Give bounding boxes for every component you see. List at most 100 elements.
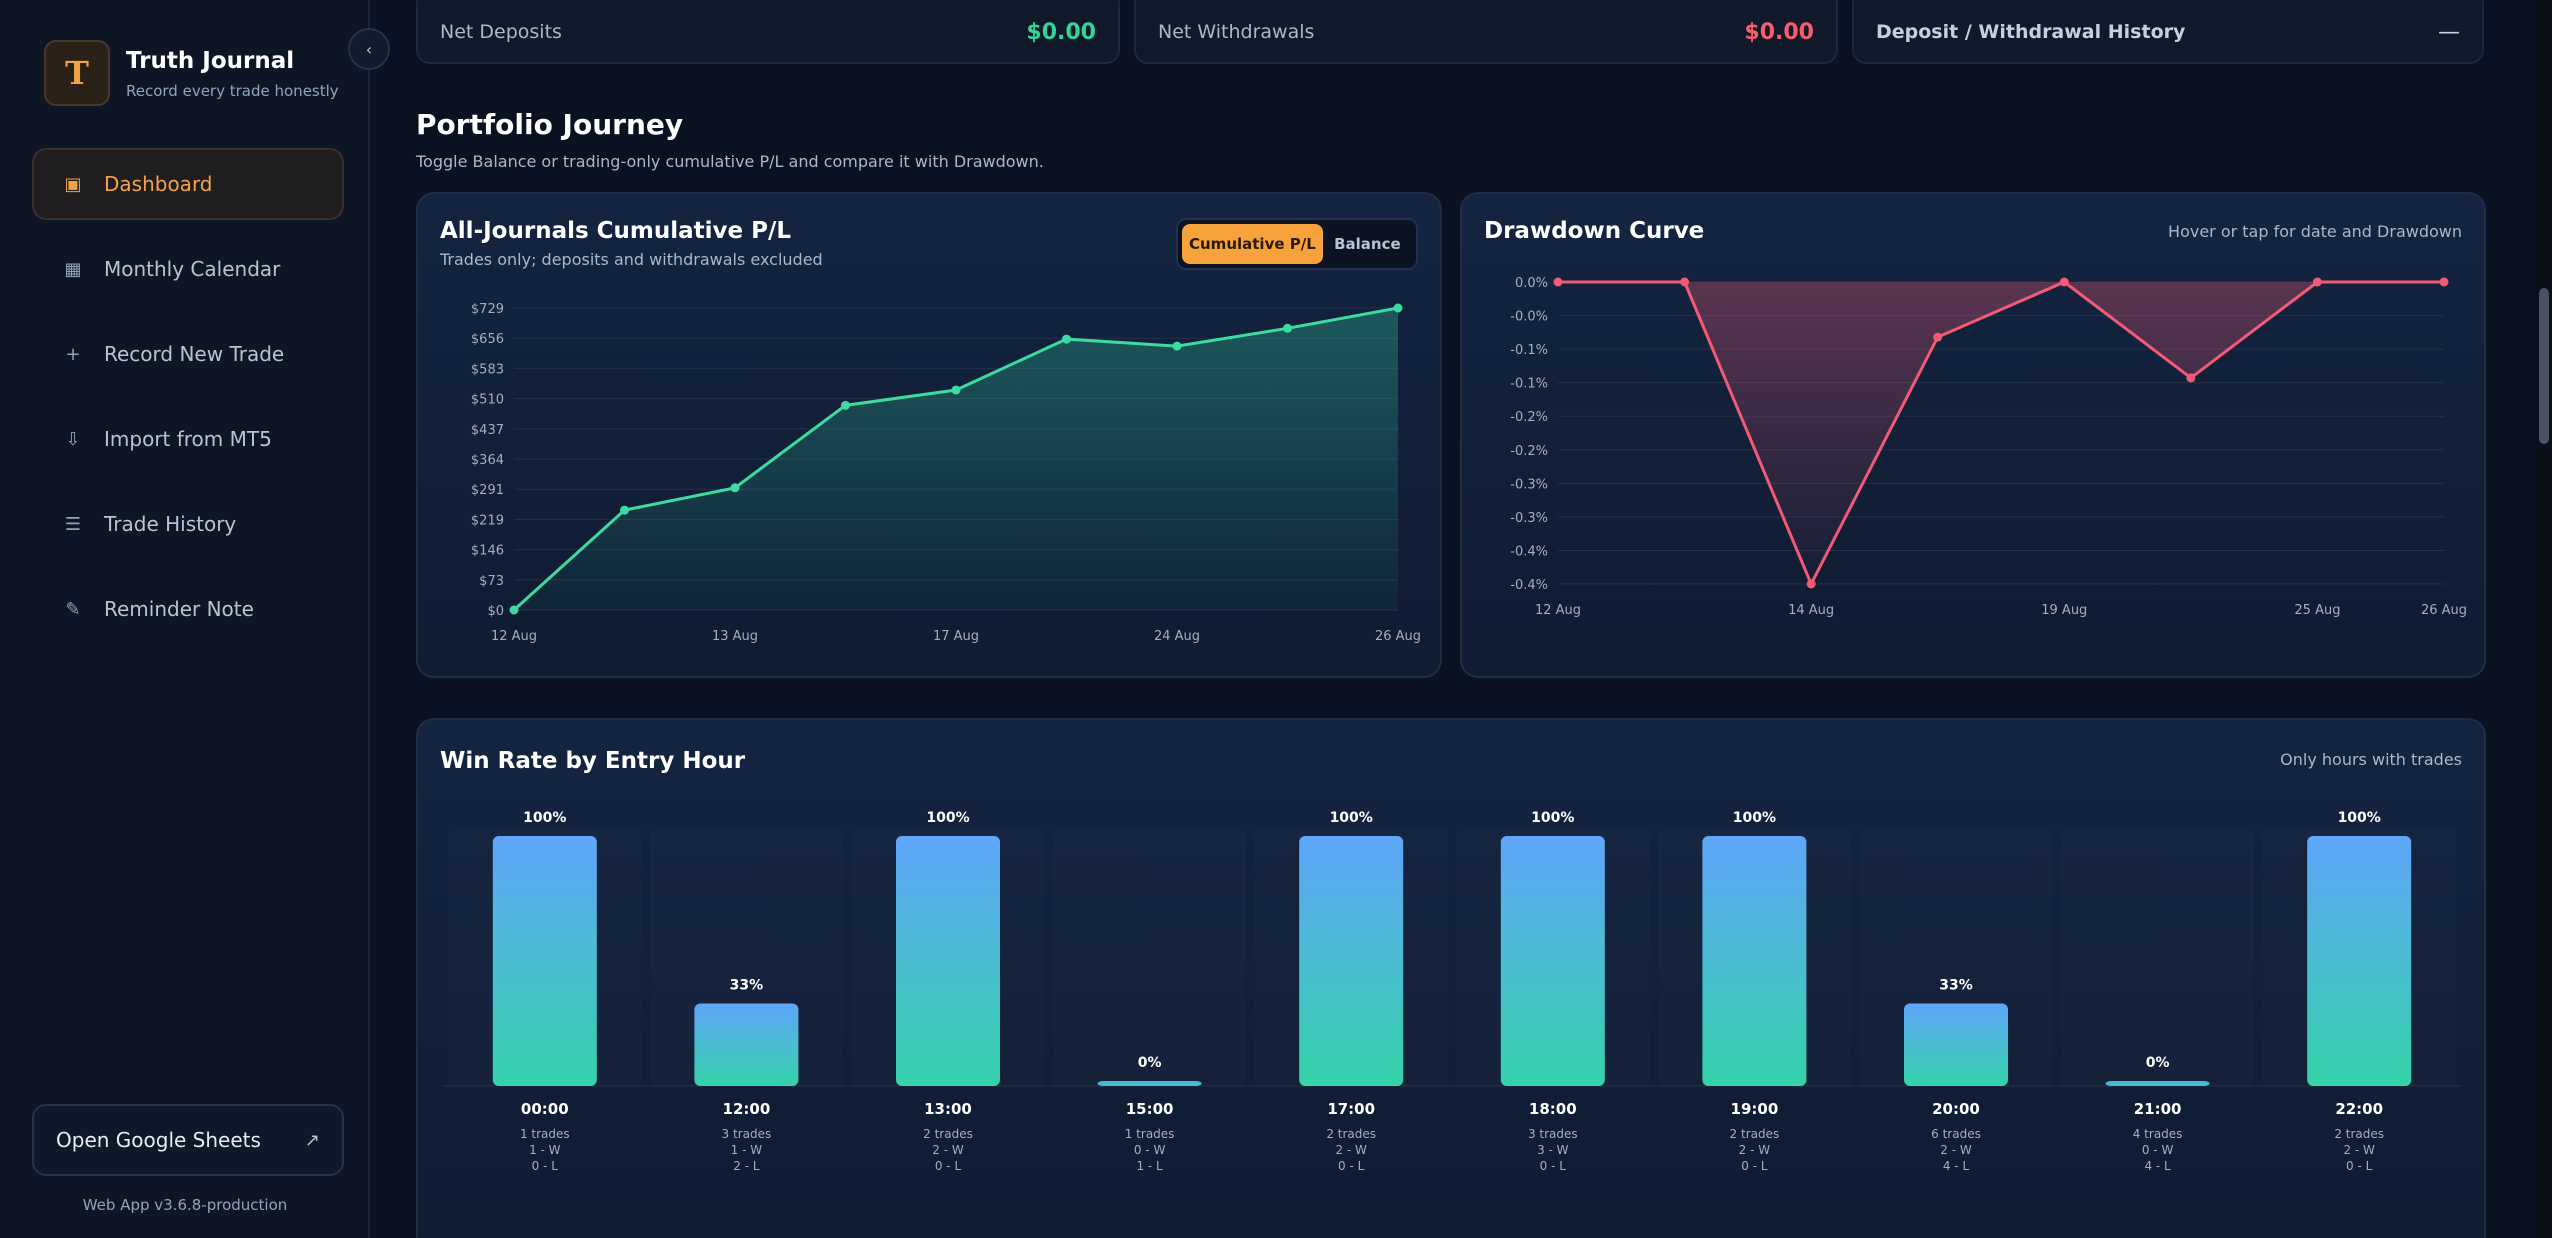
panel-subtitle: Trades only; deposits and withdrawals ex… <box>440 250 823 269</box>
sidebar-item-label: Import from MT5 <box>104 427 272 451</box>
wins-label: 2 - W <box>932 1143 964 1157</box>
y-tick-label: $146 <box>471 544 504 559</box>
data-point <box>2312 277 2322 287</box>
sidebar-item-label: Trade History <box>104 512 237 536</box>
sidebar-item-dashboard[interactable]: ▣ Dashboard <box>32 148 344 220</box>
bar <box>1904 1003 2008 1086</box>
panel-title: Win Rate by Entry Hour <box>440 748 746 774</box>
x-tick-label: 14 Aug <box>1788 603 1834 618</box>
data-point <box>1172 341 1182 351</box>
category-label: 21:00 <box>2134 1100 2182 1118</box>
bar <box>1500 836 1605 1086</box>
data-point <box>2186 373 2196 383</box>
win-rate-chart[interactable]: 100% 00:00 1 trades 1 - W 0 - L 33% 12:00 3 tra… <box>418 720 2488 1238</box>
section-subtitle: Toggle Balance or trading-only cumulativ… <box>416 152 1044 171</box>
y-tick-label: $364 <box>471 453 504 468</box>
sidebar-item-label: Dashboard <box>104 172 213 196</box>
win-rate-panel: Win Rate by Entry Hour Only hours with t… <box>416 718 2486 1238</box>
bar <box>2307 836 2412 1086</box>
losses-label: 1 - L <box>1136 1159 1163 1173</box>
trade-count-label: 2 trades <box>923 1127 973 1141</box>
deposit-history-card[interactable]: Deposit / Withdrawal History — <box>1852 0 2484 64</box>
collapse-sidebar-button[interactable]: ‹ <box>348 28 390 70</box>
y-tick-label: $656 <box>471 332 504 347</box>
category-label: 18:00 <box>1529 1100 1577 1118</box>
trade-count-label: 2 trades <box>1730 1127 1780 1141</box>
sidebar-item-trade-history[interactable]: ☰ Trade History <box>32 488 344 560</box>
wins-label: 2 - W <box>2343 1143 2375 1157</box>
net-deposits-card: Net Deposits $0.00 <box>416 0 1120 64</box>
trade-count-label: 2 trades <box>2334 1127 2384 1141</box>
y-tick-label: $219 <box>471 513 504 528</box>
data-point <box>730 483 740 493</box>
wins-label: 1 - W <box>529 1143 561 1157</box>
net-deposits-value: $0.00 <box>1026 19 1096 45</box>
brand-logo: T <box>44 40 110 106</box>
bar <box>1299 836 1404 1086</box>
balance-toggle[interactable]: Balance <box>1334 235 1401 253</box>
scrollbar-thumb[interactable] <box>2539 288 2549 444</box>
main-content: Net Deposits $0.00 Net Withdrawals $0.00… <box>370 0 2536 1238</box>
x-tick-label: 12 Aug <box>1535 603 1581 618</box>
sidebar-nav: ▣ Dashboard ▦ Monthly Calendar + Record … <box>32 148 344 658</box>
data-point <box>2439 277 2449 287</box>
y-tick-label: -0.1% <box>1510 377 1548 392</box>
wins-label: 2 - W <box>1940 1143 1972 1157</box>
cumulative-pl-chart[interactable]: $0 $73 $146 $219 $291 $364 $437 $510 $583 $656 $72… <box>418 194 1444 680</box>
y-tick-label: 0.0% <box>1515 276 1548 291</box>
calendar-grid-icon: ▦ <box>64 258 82 280</box>
data-point <box>509 605 519 615</box>
data-point <box>1680 277 1690 287</box>
category-label: 20:00 <box>1932 1100 1980 1118</box>
y-tick-label: $73 <box>479 574 504 589</box>
scrollbar-track[interactable] <box>2536 0 2552 1238</box>
bar-value-label: 33% <box>1939 978 1973 994</box>
sidebar-item-import-mt5[interactable]: ⇩ Import from MT5 <box>32 403 344 475</box>
pl-mode-toggle: Cumulative P/L Balance <box>1176 218 1418 270</box>
category-label: 17:00 <box>1327 1100 1375 1118</box>
sidebar-item-label: Reminder Note <box>104 597 254 621</box>
y-tick-label: -0.2% <box>1510 410 1548 425</box>
series-area <box>514 308 1398 610</box>
open-google-sheets-label: Open Google Sheets <box>56 1128 261 1152</box>
y-tick-label: -0.2% <box>1510 444 1548 459</box>
category-label: 12:00 <box>723 1100 771 1118</box>
panel-title: Drawdown Curve <box>1484 218 1705 244</box>
open-google-sheets-button[interactable]: Open Google Sheets ↗ <box>32 1104 344 1176</box>
external-link-icon: ↗ <box>304 1129 320 1151</box>
brand: T Truth Journal Record every trade hones… <box>44 40 344 106</box>
app-version: Web App v3.6.8-production <box>82 1196 288 1214</box>
drawdown-chart[interactable]: 0.0% -0.0% -0.1% -0.1% -0.2% -0.2% -0.3% -0.3% -… <box>1462 194 2488 680</box>
losses-label: 4 - L <box>2144 1159 2171 1173</box>
category-label: 00:00 <box>521 1100 569 1118</box>
collapse-toggle-icon[interactable]: — <box>2438 19 2460 45</box>
bar <box>896 836 1000 1086</box>
bar-value-label: 100% <box>523 810 566 826</box>
losses-label: 0 - L <box>1338 1159 1365 1173</box>
panel-title: All-Journals Cumulative P/L <box>440 218 792 244</box>
trade-count-label: 1 trades <box>1125 1127 1175 1141</box>
y-tick-label: $0 <box>487 604 504 619</box>
data-point <box>1806 579 1816 589</box>
data-point <box>2059 277 2069 287</box>
sidebar-item-monthly-calendar[interactable]: ▦ Monthly Calendar <box>32 233 344 305</box>
losses-label: 0 - L <box>1741 1159 1768 1173</box>
cumulative-pl-toggle[interactable]: Cumulative P/L <box>1182 224 1323 264</box>
bar-value-label: 100% <box>1330 810 1373 826</box>
sidebar-item-reminder-note[interactable]: ✎ Reminder Note <box>32 573 344 645</box>
panel-hint: Only hours with trades <box>2280 750 2462 769</box>
category-label: 19:00 <box>1731 1100 1779 1118</box>
y-tick-label: $437 <box>471 423 504 438</box>
bar <box>492 836 597 1086</box>
category-label: 15:00 <box>1126 1100 1174 1118</box>
x-tick-label: 25 Aug <box>2294 603 2340 618</box>
chevron-left-icon: ‹ <box>365 39 373 59</box>
sidebar-item-record-new-trade[interactable]: + Record New Trade <box>32 318 344 390</box>
x-tick-label: 26 Aug <box>2421 603 2467 618</box>
data-point <box>1393 303 1403 313</box>
x-tick-label: 19 Aug <box>2041 603 2087 618</box>
brand-title: Truth Journal <box>126 48 295 74</box>
pencil-icon: ✎ <box>65 598 81 620</box>
bar <box>694 1003 799 1086</box>
y-tick-label: -0.4% <box>1510 544 1548 559</box>
